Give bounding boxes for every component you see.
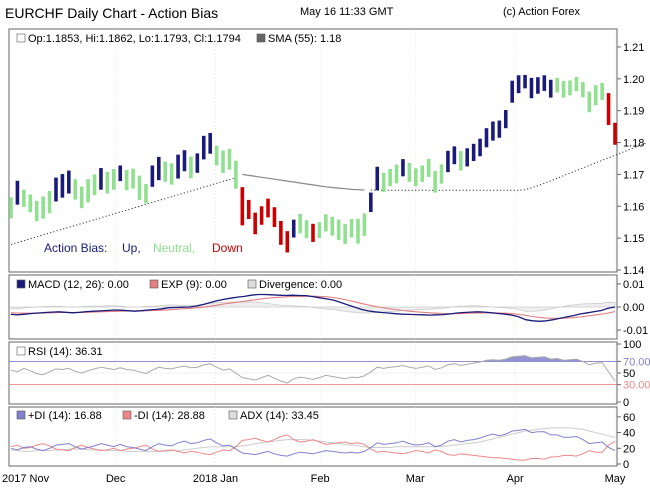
- y-tick-label: 0: [623, 459, 629, 471]
- rsi-legend-box: [16, 346, 26, 356]
- y-tick-label: 0.01: [623, 279, 644, 291]
- y-tick-label: 1.18: [623, 138, 644, 150]
- y-tick-label: -0.01: [623, 325, 648, 337]
- x-tick-label: Apr: [507, 473, 524, 485]
- x-tick-label: Feb: [311, 473, 330, 485]
- minus-di-legend: -DI (14): 28.88: [134, 410, 205, 422]
- trend-dotted-line: [10, 142, 648, 245]
- rsi-overbought-fill: [486, 355, 583, 362]
- timestamp: May 16 11:33 GMT: [300, 6, 394, 18]
- y-tick-label: 40: [623, 428, 635, 440]
- rsi-legend: RSI (14): 36.31: [28, 346, 103, 358]
- plus-di-line: [10, 428, 616, 457]
- macd-legend: MACD (12, 26): 0.00: [28, 279, 129, 291]
- x-tick-label: 2018 Jan: [193, 473, 238, 485]
- y-tick-label: 1.15: [623, 233, 644, 245]
- chart-title: EURCHF Daily Chart - Action Bias: [5, 5, 219, 21]
- bias-legend-neutral: Neutral,: [153, 241, 195, 255]
- sma-legend-box: [256, 33, 266, 43]
- macd-line: [10, 293, 616, 322]
- sma-legend: SMA (55): 1.18: [268, 33, 341, 45]
- x-tick-label: May: [605, 473, 626, 485]
- minus-di-line: [10, 434, 616, 461]
- divergence-area: [10, 301, 616, 314]
- exp-legend-box: [149, 279, 159, 289]
- y-tick-label: 70.00: [623, 356, 650, 368]
- plus-di-legend: +DI (14): 16.88: [28, 410, 102, 422]
- bias-legend-down: Down: [212, 241, 243, 255]
- macd-legend-box: [16, 279, 26, 289]
- y-tick-label: 100: [623, 339, 641, 351]
- y-tick-label: 0.00: [623, 302, 644, 314]
- rsi-line: [10, 355, 616, 384]
- copyright: (c) Action Forex: [503, 6, 581, 18]
- x-tick-label: Dec: [106, 473, 126, 485]
- y-tick-label: 1.20: [623, 74, 644, 86]
- adx-line: [10, 427, 616, 452]
- ohlc-legend-box: [16, 33, 26, 43]
- y-tick-label: 50: [623, 368, 635, 380]
- minus-di-legend-box: [122, 410, 132, 420]
- y-tick-label: 0: [623, 397, 629, 409]
- y-tick-label: 1.16: [623, 201, 644, 213]
- sma-line: [242, 173, 365, 191]
- y-tick-label: 30.00: [623, 380, 650, 392]
- y-tick-label: 1.19: [623, 106, 644, 118]
- divergence-legend: Divergence: 0.00: [259, 279, 342, 291]
- y-tick-label: 1.17: [623, 169, 644, 181]
- adx-legend-box: [228, 410, 238, 420]
- y-tick-label: 20: [623, 443, 635, 455]
- y-tick-label: 60: [623, 412, 635, 424]
- exp-legend: EXP (9): 0.00: [161, 279, 227, 291]
- adx-legend: ADX (14): 33.45: [240, 410, 319, 422]
- bias-legend-up: Up,: [122, 241, 141, 255]
- y-tick-label: 1.14: [623, 265, 644, 277]
- divergence-legend-box: [247, 279, 257, 289]
- ohlc-legend: Op:1.1853, Hi:1.1862, Lo:1.1793, Cl:1.17…: [28, 33, 241, 45]
- x-tick-label: Mar: [406, 473, 425, 485]
- panel-frame-dmi: [8, 406, 618, 467]
- plus-di-legend-box: [16, 410, 26, 420]
- x-tick-label: 2017 Nov: [2, 473, 50, 485]
- bias-legend-label: Action Bias:: [44, 241, 107, 255]
- y-tick-label: 1.21: [623, 42, 644, 54]
